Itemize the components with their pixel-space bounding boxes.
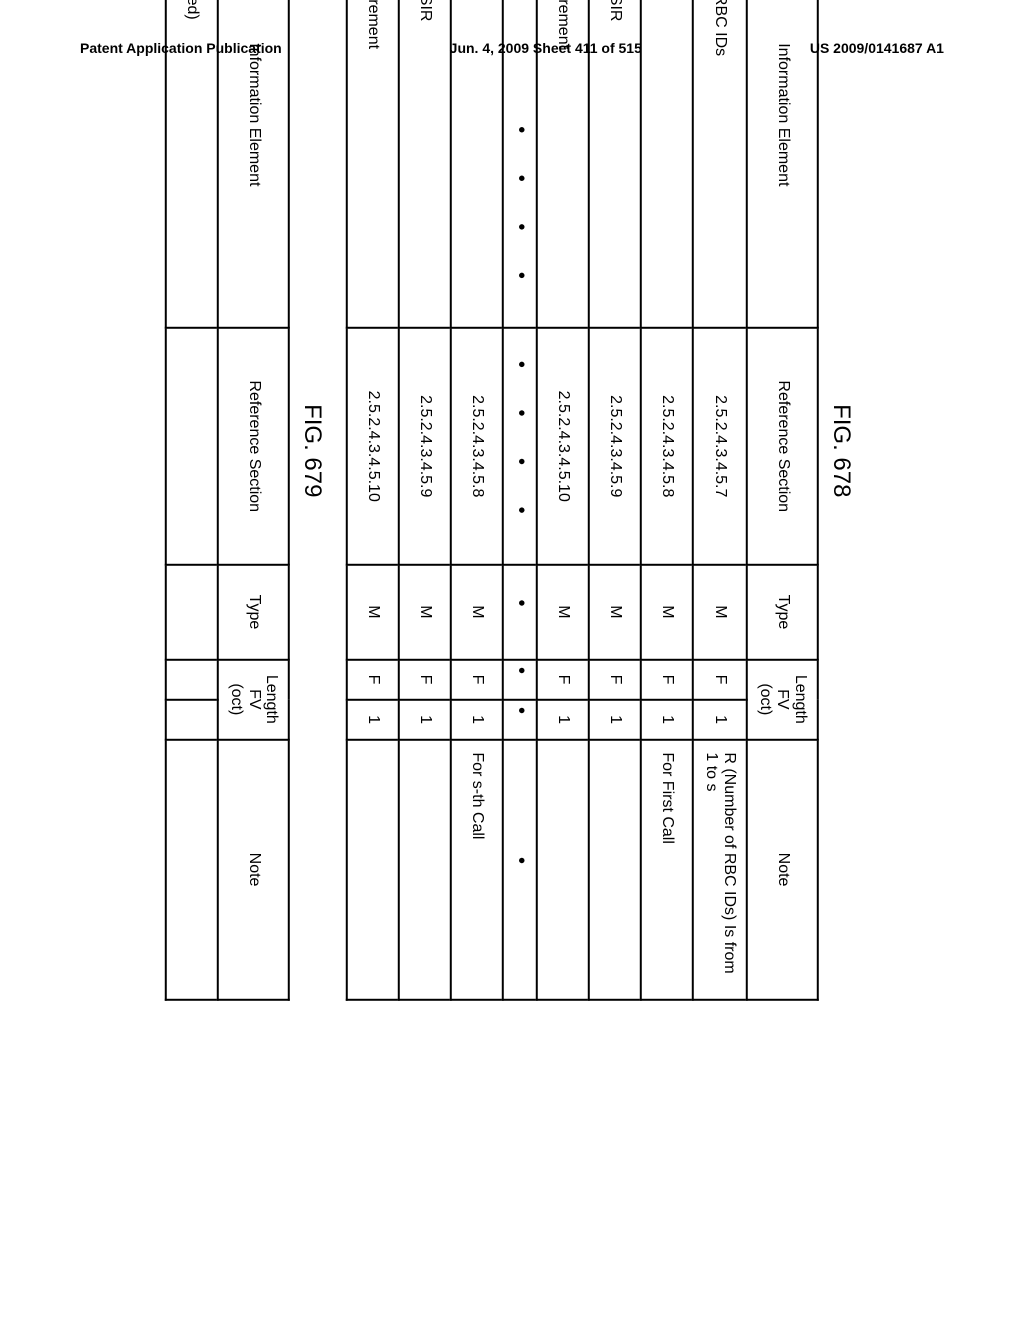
figure-679-table: Information Element Reference Section Ty… <box>165 0 290 1001</box>
cell-ref <box>166 328 218 565</box>
col-reference-section: Reference Section <box>218 328 289 565</box>
cell-len: 1 <box>537 700 589 740</box>
cell-note <box>399 739 451 999</box>
cell-ref: 2.5.2.4.3.4.5.9 <box>589 328 641 565</box>
cell-note <box>537 739 589 999</box>
table-header-row: Information Element Reference Section Ty… <box>747 0 818 1000</box>
cell-fv <box>166 659 218 699</box>
cell-fv: F <box>537 659 589 699</box>
col-information-element: Information Element <box>747 0 818 328</box>
cell-note: R (Number of RBC IDs) Is from 1 to s <box>693 739 747 999</box>
table-header-row: Information Element Reference Section Ty… <box>218 0 289 1000</box>
cell-ref: 2.5.2.4.3.4.5.10 <box>537 328 589 565</box>
cell-ref: 2.5.2.4.3.4.5.9 <box>399 328 451 565</box>
cell-info: (Not Identified) <box>166 0 218 328</box>
cell-fv: F <box>451 659 503 699</box>
figure-679-label: FIG. 679 <box>298 0 326 1001</box>
col-information-element: Information Element <box>218 0 289 328</box>
ellipsis-row: • • • • • • • • • • • • <box>503 0 537 1000</box>
cell-info: RBC ID <box>451 0 503 328</box>
rotated-content: FIG. 678 Information Element Reference S… <box>165 0 855 1001</box>
table-row: RBC ID 2.5.2.4.3.4.5.8 M F 1 For s-th Ca… <box>451 0 503 1000</box>
dots-cell: • • • • <box>503 328 537 565</box>
dots-cell: • <box>503 739 537 999</box>
cell-type: M <box>399 565 451 660</box>
cell-ref: 2.5.2.4.3.4.5.8 <box>641 328 693 565</box>
cell-type: M <box>347 565 399 660</box>
table-row: Necessary SIR 2.5.2.4.3.4.5.9 M F 1 <box>589 0 641 1000</box>
cell-len: 1 <box>589 700 641 740</box>
table-row: Number of RBC IDs 2.5.2.4.3.4.5.7 M F 1 … <box>693 0 747 1000</box>
cell-fv: F <box>399 659 451 699</box>
cell-len: 1 <box>641 700 693 740</box>
table-row: (Not Identified) <box>166 0 218 1000</box>
cell-type: M <box>537 565 589 660</box>
cell-ref: 2.5.2.4.3.4.5.8 <box>451 328 503 565</box>
cell-fv: F <box>641 659 693 699</box>
cell-ref: 2.5.2.4.3.4.5.7 <box>693 328 747 565</box>
dots-cell: • • • • <box>503 0 537 328</box>
cell-info: Necessary SIR <box>399 0 451 328</box>
cell-fv: F <box>693 659 747 699</box>
figure-678-table: Information Element Reference Section Ty… <box>346 0 819 1001</box>
cell-len: 1 <box>399 700 451 740</box>
cell-len <box>166 699 218 739</box>
cell-info: Number of RBC IDs <box>693 0 747 328</box>
table-row: FER Measurement 2.5.2.4.3.4.5.10 M F 1 <box>347 0 399 1000</box>
cell-fv: F <box>589 659 641 699</box>
cell-info: RBC ID <box>641 0 693 328</box>
col-type: Type <box>218 565 289 660</box>
col-type: Type <box>747 565 818 660</box>
cell-note <box>166 739 218 999</box>
cell-type <box>166 565 218 660</box>
cell-type: M <box>641 565 693 660</box>
table-row: FER Measurement 2.5.2.4.3.4.5.10 M F 1 <box>537 0 589 1000</box>
cell-note <box>589 739 641 999</box>
dots-cell: • <box>503 700 537 740</box>
cell-info: FER Measurement <box>537 0 589 328</box>
cell-type: M <box>693 565 747 660</box>
cell-len: 1 <box>347 700 399 740</box>
table-row: Necessary SIR 2.5.2.4.3.4.5.9 M F 1 <box>399 0 451 1000</box>
cell-note <box>347 739 399 999</box>
table-row: RBC ID 2.5.2.4.3.4.5.8 M F 1 For First C… <box>641 0 693 1000</box>
dots-cell: • <box>503 565 537 660</box>
cell-type: M <box>589 565 641 660</box>
cell-info: Necessary SIR <box>589 0 641 328</box>
cell-len: 1 <box>693 700 747 740</box>
dots-cell: • <box>503 659 537 699</box>
cell-note: For First Call <box>641 739 693 999</box>
col-length-fv: Length FV (oct) <box>747 659 818 739</box>
col-note: Note <box>747 739 818 999</box>
cell-note: For s-th Call <box>451 739 503 999</box>
col-length-fv: Length FV (oct) <box>218 659 289 739</box>
cell-ref: 2.5.2.4.3.4.5.10 <box>347 328 399 565</box>
col-note: Note <box>218 739 289 999</box>
col-reference-section: Reference Section <box>747 328 818 565</box>
cell-type: M <box>451 565 503 660</box>
cell-info: FER Measurement <box>347 0 399 328</box>
cell-len: 1 <box>451 700 503 740</box>
cell-fv: F <box>347 659 399 699</box>
figure-678-label: FIG. 678 <box>827 0 855 1001</box>
